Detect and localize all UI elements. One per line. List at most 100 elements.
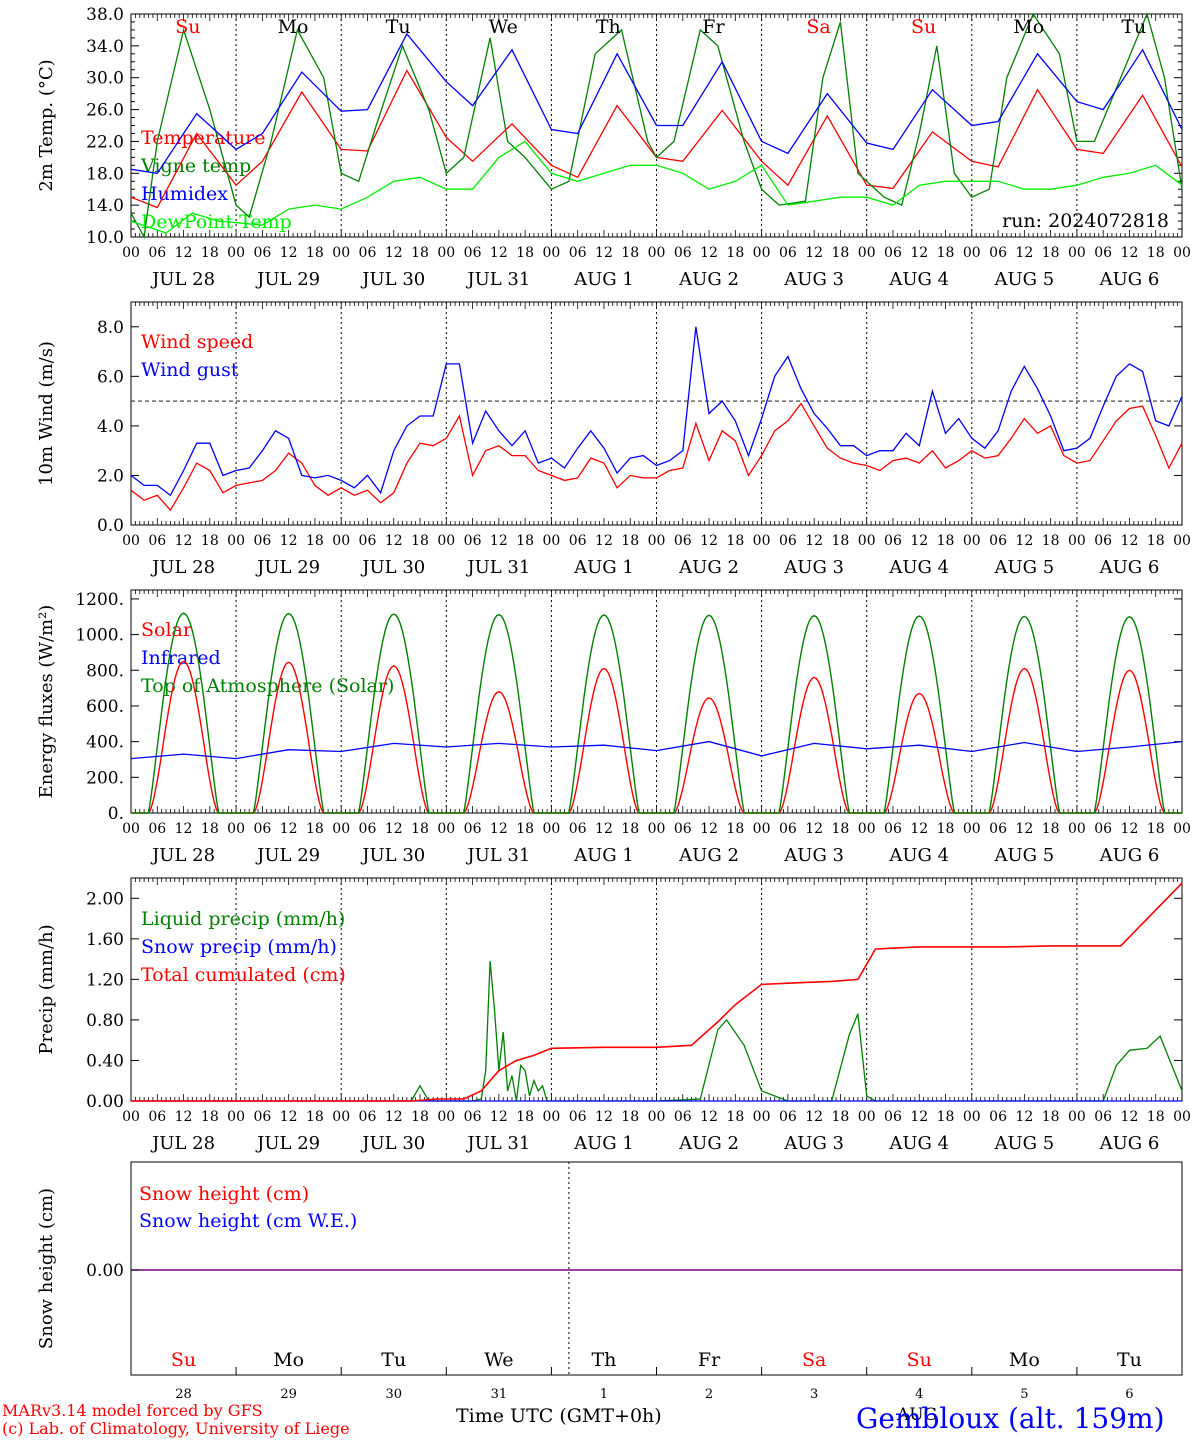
date-label: JUL 31 xyxy=(465,557,530,578)
hour-tick-label: 12 xyxy=(1015,1109,1033,1125)
day-number-label: 30 xyxy=(385,1387,402,1402)
day-number-label: 5 xyxy=(1020,1387,1028,1402)
hour-tick-label: 00 xyxy=(122,245,140,261)
hour-tick-label: 00 xyxy=(858,821,876,837)
y-axis-label: 2m Temp. (°C) xyxy=(36,59,57,191)
hour-tick-label: 12 xyxy=(385,533,403,549)
date-label: JUL 31 xyxy=(465,269,530,290)
hour-tick-label: 00 xyxy=(753,245,771,261)
legend-entry: DewPoint Temp xyxy=(141,211,292,233)
date-label: JUL 28 xyxy=(150,557,215,578)
date-label: AUG 2 xyxy=(678,269,739,290)
hour-tick-label: 12 xyxy=(595,245,613,261)
weekday-label-top: Tu xyxy=(386,16,411,38)
y-tick-label: 200. xyxy=(86,768,124,788)
hour-tick-label: 12 xyxy=(700,821,718,837)
date-label: AUG 4 xyxy=(888,269,949,290)
y-tick-label: 1.60 xyxy=(86,930,124,950)
hour-tick-label: 12 xyxy=(175,1109,193,1125)
weekday-label: Su xyxy=(907,1349,932,1371)
hour-tick-label: 18 xyxy=(621,533,639,549)
y-tick-label: 4.0 xyxy=(97,417,124,437)
hour-tick-label: 06 xyxy=(464,1109,482,1125)
hour-tick-label: 00 xyxy=(332,245,350,261)
y-tick-label: 26.0 xyxy=(86,101,124,121)
hour-tick-label: 06 xyxy=(569,245,587,261)
hour-tick-label: 06 xyxy=(1094,1109,1112,1125)
hour-tick-label: 18 xyxy=(201,1109,219,1125)
hour-tick-label: 00 xyxy=(1173,533,1191,549)
hour-tick-label: 06 xyxy=(779,533,797,549)
hour-tick-label: 12 xyxy=(1121,533,1139,549)
y-tick-label: 0.40 xyxy=(86,1051,124,1071)
hour-tick-label: 06 xyxy=(674,533,692,549)
legend-entry: Top of Atmosphere (Solar) xyxy=(141,675,394,697)
hour-tick-label: 00 xyxy=(648,821,666,837)
hour-tick-label: 18 xyxy=(1042,533,1060,549)
date-label: JUL 29 xyxy=(255,269,320,290)
hour-tick-label: 00 xyxy=(437,1109,455,1125)
hour-tick-label: 00 xyxy=(648,533,666,549)
hour-tick-label: 18 xyxy=(832,821,850,837)
date-label: AUG 1 xyxy=(573,1133,634,1154)
date-label: JUL 31 xyxy=(465,1133,530,1154)
day-number-label: 6 xyxy=(1125,1387,1133,1402)
hour-tick-label: 06 xyxy=(779,821,797,837)
date-label: AUG 2 xyxy=(678,557,739,578)
hour-tick-label: 12 xyxy=(805,533,823,549)
date-label: JUL 30 xyxy=(360,1133,425,1154)
hour-tick-label: 18 xyxy=(1147,821,1165,837)
date-label: AUG 3 xyxy=(783,557,844,578)
hour-tick-label: 00 xyxy=(332,533,350,549)
weekday-label: Fr xyxy=(698,1349,721,1371)
hour-tick-label: 12 xyxy=(910,533,928,549)
hour-tick-label: 06 xyxy=(779,1109,797,1125)
panel-5: Snow height (cm) Snow height (cm) Snow hei… xyxy=(36,1161,1183,1376)
hour-tick-label: 00 xyxy=(332,821,350,837)
hour-tick-label: 12 xyxy=(175,245,193,261)
hour-tick-label: 06 xyxy=(148,1109,166,1125)
hour-tick-label: 00 xyxy=(963,821,981,837)
date-label: AUG 6 xyxy=(1099,557,1160,578)
hour-tick-label: 06 xyxy=(989,245,1007,261)
hour-tick-label: 18 xyxy=(1042,1109,1060,1125)
day-number-label: 29 xyxy=(280,1387,297,1402)
weekday-label-top: Fr xyxy=(702,16,725,38)
hour-tick-label: 06 xyxy=(253,533,271,549)
date-label: JUL 30 xyxy=(360,845,425,866)
date-label: JUL 28 xyxy=(150,845,215,866)
hour-tick-label: 06 xyxy=(1094,533,1112,549)
hour-tick-label: 18 xyxy=(621,821,639,837)
hour-tick-label: 18 xyxy=(306,821,324,837)
hour-tick-label: 12 xyxy=(175,533,193,549)
weekday-label-top: Tu xyxy=(1121,16,1146,38)
hour-tick-label: 00 xyxy=(963,1109,981,1125)
weekday-label: Mo xyxy=(273,1349,304,1371)
date-label: JUL 28 xyxy=(150,1133,215,1154)
hour-tick-label: 00 xyxy=(1173,1109,1191,1125)
series-line xyxy=(130,140,1183,234)
series-line xyxy=(130,11,1183,240)
panel-1: 10.0 14.0 18.0 22.0 26.0 30.0 34.0 38.0 2m Temp.… xyxy=(36,5,1191,290)
hour-tick-label: 00 xyxy=(753,1109,771,1125)
hour-tick-label: 06 xyxy=(148,821,166,837)
hour-tick-label: 06 xyxy=(884,1109,902,1125)
hour-tick-label: 12 xyxy=(910,245,928,261)
hour-tick-label: 12 xyxy=(490,533,508,549)
y-tick-label: 8.0 xyxy=(97,318,124,338)
hour-tick-label: 06 xyxy=(989,821,1007,837)
hour-tick-label: 12 xyxy=(490,1109,508,1125)
hour-tick-label: 18 xyxy=(516,821,534,837)
hour-tick-label: 00 xyxy=(542,245,560,261)
hour-tick-label: 00 xyxy=(858,245,876,261)
hour-tick-label: 06 xyxy=(779,245,797,261)
hour-tick-label: 00 xyxy=(542,533,560,549)
hour-tick-label: 06 xyxy=(569,1109,587,1125)
date-label: JUL 30 xyxy=(360,269,425,290)
date-label: AUG 3 xyxy=(783,269,844,290)
hour-tick-label: 18 xyxy=(937,1109,955,1125)
hour-tick-label: 06 xyxy=(253,1109,271,1125)
series-line xyxy=(130,740,1183,760)
hour-tick-label: 12 xyxy=(1015,245,1033,261)
hour-tick-label: 18 xyxy=(726,1109,744,1125)
